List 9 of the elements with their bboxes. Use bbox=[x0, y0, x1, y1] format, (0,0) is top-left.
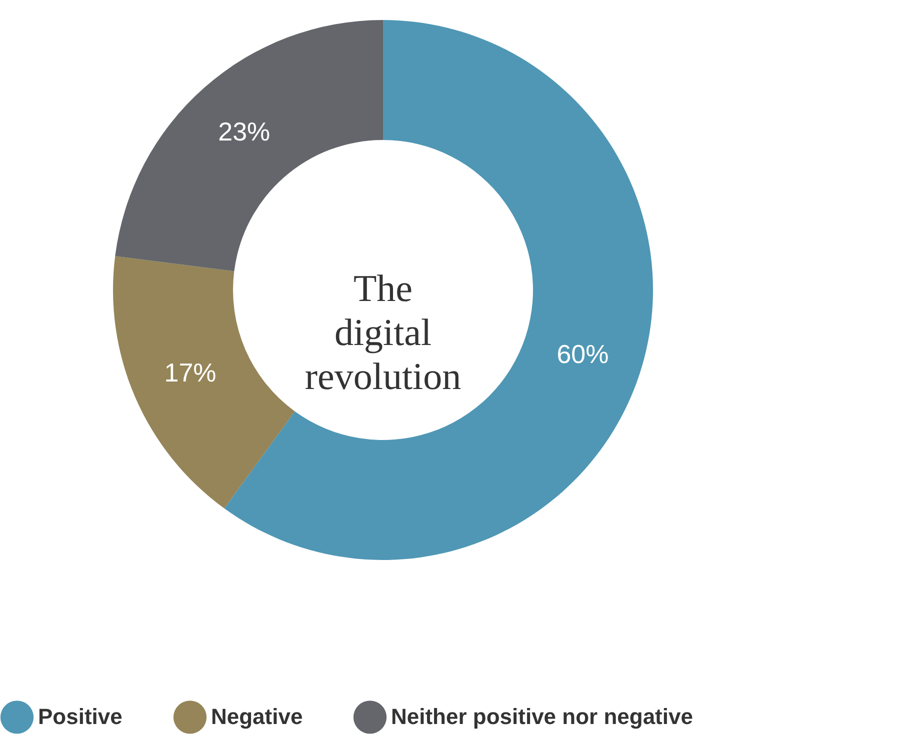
legend-label: Neither positive nor negative bbox=[391, 704, 693, 730]
donut-slice bbox=[113, 256, 295, 508]
text: The digital revolution bbox=[304, 268, 462, 398]
donut-slice bbox=[115, 20, 383, 272]
data-label: 60% bbox=[556, 338, 609, 369]
data-label: 23% bbox=[218, 116, 270, 146]
data-label: 17% bbox=[164, 357, 216, 388]
legend-label: Negative bbox=[211, 704, 303, 730]
legend-label: Positive bbox=[38, 704, 122, 730]
